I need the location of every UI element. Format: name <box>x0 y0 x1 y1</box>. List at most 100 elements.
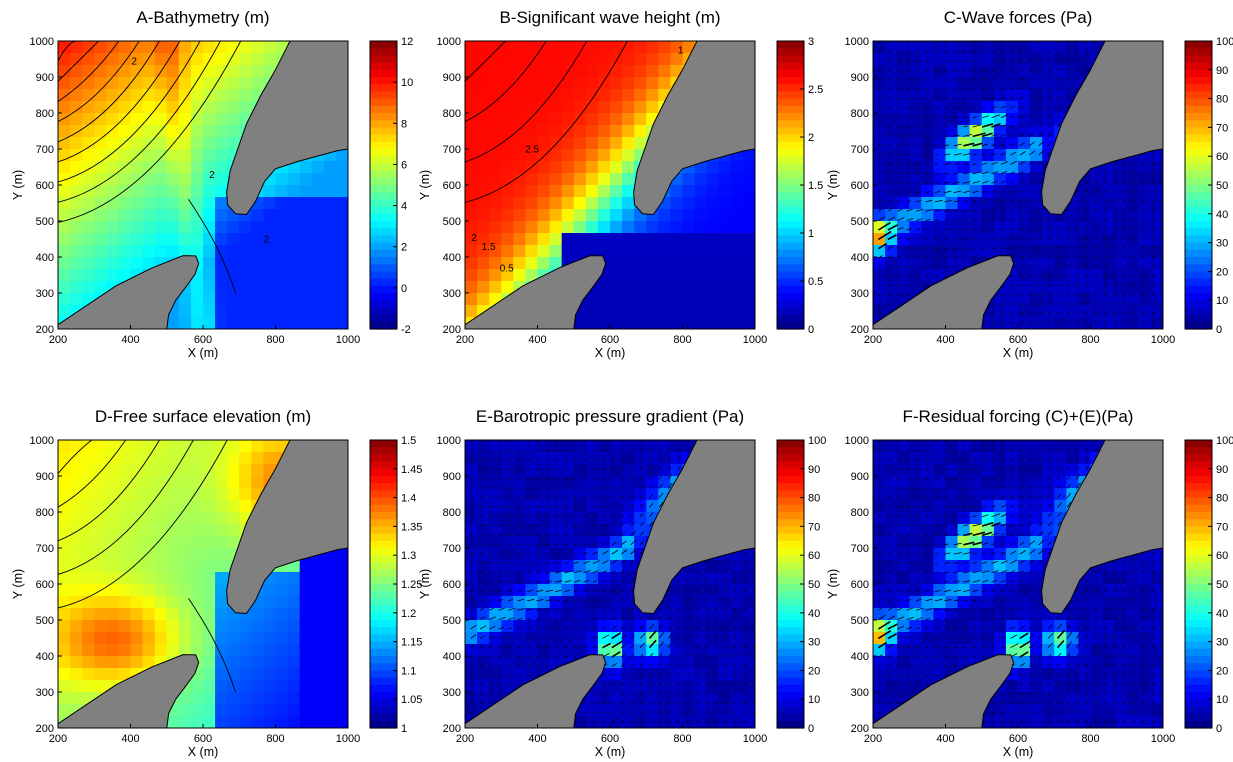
heatmap-cell <box>465 560 478 573</box>
force-vector <box>470 533 473 536</box>
heatmap-cell <box>1102 257 1116 270</box>
heatmap-cell <box>513 500 527 513</box>
force-vector <box>981 153 987 156</box>
x-tick-label: 600 <box>601 334 619 346</box>
force-vector <box>887 275 891 278</box>
heatmap-cell <box>178 488 192 501</box>
heatmap-cell <box>1066 77 1080 90</box>
heatmap-cell <box>1030 53 1043 66</box>
heatmap-cell <box>215 209 228 222</box>
heatmap-cell <box>537 656 551 669</box>
colorbar-tick-label: 2 <box>808 132 814 144</box>
heatmap-cell <box>323 692 337 705</box>
y-tick-label: 400 <box>36 252 54 264</box>
heatmap-cell <box>957 77 971 90</box>
heatmap-cell <box>1042 125 1055 138</box>
heatmap-cell <box>597 305 611 318</box>
heatmap-cell <box>993 101 1007 114</box>
heatmap-cell <box>166 608 180 621</box>
force-vector <box>906 266 910 268</box>
force-vector <box>897 59 901 62</box>
heatmap-cell <box>585 137 599 150</box>
force-vector <box>555 450 559 452</box>
force-vector <box>1010 303 1014 306</box>
heatmap-cell <box>299 560 313 573</box>
heatmap-cell <box>190 704 204 717</box>
heatmap-cell <box>154 560 168 573</box>
heatmap-cell <box>921 149 935 162</box>
heatmap-cell <box>215 245 228 258</box>
force-vector <box>489 683 493 686</box>
heatmap-cell <box>142 524 156 537</box>
force-vector <box>953 172 959 175</box>
force-vector <box>981 210 985 212</box>
heatmap-cell <box>1005 53 1019 66</box>
heatmap-cell <box>597 476 611 489</box>
colorbar-swatch <box>777 293 804 301</box>
heatmap-cell <box>573 185 587 198</box>
force-vector <box>686 579 690 583</box>
force-vector <box>1104 255 1107 259</box>
force-vector <box>1000 228 1004 231</box>
force-vector <box>1019 50 1023 53</box>
heatmap-cell <box>1138 281 1152 294</box>
heatmap-cell <box>501 584 514 597</box>
heatmap-cell <box>82 65 95 78</box>
colorbar-swatch <box>1185 228 1212 236</box>
colorbar-swatch <box>370 113 397 121</box>
colorbar-swatch <box>370 69 397 78</box>
heatmap-cell <box>646 476 659 489</box>
heatmap-cell <box>610 608 623 621</box>
force-vector <box>1038 124 1042 128</box>
colorbar-swatch <box>777 321 804 330</box>
force-vector <box>489 590 493 592</box>
heatmap-cell <box>203 77 216 90</box>
force-vector <box>878 115 882 119</box>
heatmap-cell <box>166 488 180 501</box>
heatmap-cell <box>1150 293 1163 306</box>
heatmap-cell <box>70 512 83 525</box>
heatmap-cell <box>1078 305 1092 318</box>
heatmap-cell <box>921 245 935 258</box>
heatmap-cell <box>694 632 708 645</box>
force-vector <box>897 275 901 278</box>
heatmap-cell <box>622 113 635 126</box>
heatmap-cell <box>118 488 132 501</box>
colorbar-swatch <box>370 127 397 136</box>
force-vector <box>498 468 502 471</box>
heatmap-cell <box>142 173 156 186</box>
heatmap-cell <box>70 293 83 306</box>
force-vector <box>1151 199 1154 203</box>
force-vector <box>981 143 988 147</box>
heatmap-cell <box>203 488 216 501</box>
heatmap-cell <box>203 668 216 681</box>
y-tick-label: 1000 <box>437 36 461 48</box>
heatmap-cell <box>251 209 265 222</box>
force-vector <box>489 459 492 461</box>
heatmap-cell <box>227 440 240 453</box>
heatmap-cell <box>477 149 490 162</box>
heatmap-cell <box>118 644 132 657</box>
force-vector <box>991 97 996 100</box>
force-vector <box>668 710 671 714</box>
heatmap-cell <box>945 101 959 114</box>
heatmap-cell <box>1150 305 1163 318</box>
heatmap-cell <box>275 317 289 329</box>
heatmap-cell <box>251 77 265 90</box>
heatmap-cell <box>130 257 144 270</box>
heatmap-cell <box>573 221 587 234</box>
force-vector <box>1085 218 1088 221</box>
heatmap-cell <box>897 233 910 246</box>
force-vector <box>963 210 967 212</box>
force-vector <box>1038 236 1042 240</box>
heatmap-cell <box>573 524 587 537</box>
force-vector <box>963 51 967 53</box>
heatmap-cell <box>670 293 684 306</box>
heatmap-cell <box>501 197 514 210</box>
heatmap-cell <box>1030 197 1043 210</box>
heatmap-cell <box>513 125 527 138</box>
force-vector <box>963 163 968 165</box>
force-vector <box>972 41 976 44</box>
force-vector <box>925 191 930 193</box>
heatmap-cell <box>622 608 635 621</box>
